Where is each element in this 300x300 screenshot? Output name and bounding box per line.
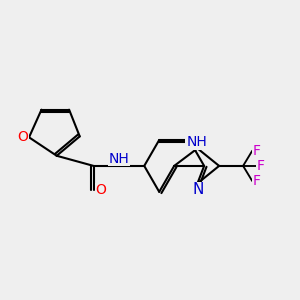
- Text: NH: NH: [109, 152, 129, 166]
- Text: F: F: [256, 159, 265, 173]
- Text: F: F: [253, 174, 261, 188]
- Text: N: N: [193, 182, 204, 197]
- Text: NH: NH: [186, 135, 207, 149]
- Text: F: F: [253, 144, 261, 158]
- Text: O: O: [95, 183, 106, 197]
- Text: O: O: [18, 130, 28, 144]
